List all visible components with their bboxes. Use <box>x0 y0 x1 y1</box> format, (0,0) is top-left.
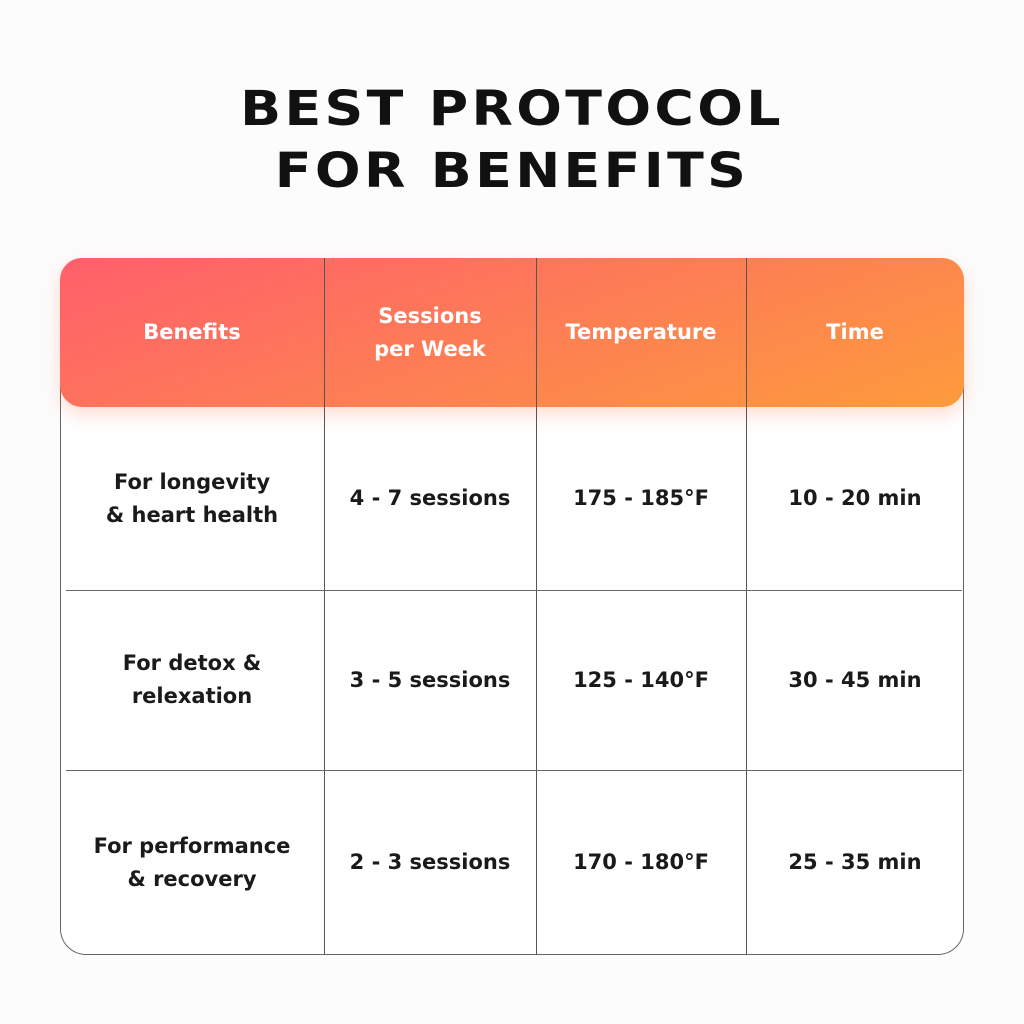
row-divider <box>66 590 962 591</box>
table-cell: 10 - 20 min <box>746 407 964 590</box>
table: Benefits Sessions per Week Temperature Time F… <box>60 258 964 955</box>
text-line: FOR BENEFITS <box>274 143 750 199</box>
text-line: 4 - 7 sessions <box>349 486 511 510</box>
text-line: 2 - 3 sessions <box>349 850 511 874</box>
table-cell: For longevity & heart health <box>60 407 324 590</box>
text-line: 25 - 35 min <box>788 850 922 874</box>
text-line: 30 - 45 min <box>788 667 922 692</box>
text-line: per Week <box>374 336 486 361</box>
table-cell: For detox & relexation <box>60 590 324 770</box>
table-cell: 175 - 185°F <box>536 407 746 590</box>
row-divider <box>66 770 962 771</box>
text-line: For performance <box>93 833 291 858</box>
text-line: & recovery <box>127 866 257 891</box>
text-line: For detox & <box>122 651 262 675</box>
header-cell: Benefits <box>60 258 324 407</box>
text-line: 125 - 140°F <box>573 667 709 692</box>
text-line: For longevity <box>113 469 271 494</box>
text-line: Temperature <box>565 320 717 344</box>
text-line: 3 - 5 sessions <box>349 667 511 692</box>
column-divider <box>324 258 325 955</box>
title: BEST PROTOCOL FOR BENEFITS <box>0 78 1024 202</box>
text-line: Time <box>826 320 884 344</box>
text-line: 10 - 20 min <box>788 486 922 510</box>
text-line: 175 - 185°F <box>573 486 709 510</box>
table-cell: For performance & recovery <box>60 770 324 955</box>
header-cell: Time <box>746 258 964 407</box>
text-line: & heart health <box>105 502 279 527</box>
table-body <box>60 298 964 955</box>
header-cell: Temperature <box>536 258 746 407</box>
text-line: BEST PROTOCOL <box>240 81 784 137</box>
table-header <box>60 258 964 407</box>
table-cell: 170 - 180°F <box>536 770 746 955</box>
column-divider <box>536 258 537 955</box>
header-cell: Sessions per Week <box>324 258 536 407</box>
table-cell: 30 - 45 min <box>746 590 964 770</box>
table-cell: 3 - 5 sessions <box>324 590 536 770</box>
text-line: relexation <box>131 684 253 708</box>
table-cell: 25 - 35 min <box>746 770 964 955</box>
text-line: Sessions <box>378 303 482 328</box>
text-line: Benefits <box>143 320 241 344</box>
table-cell: 4 - 7 sessions <box>324 407 536 590</box>
table-cell: 125 - 140°F <box>536 590 746 770</box>
table-cell: 2 - 3 sessions <box>324 770 536 955</box>
text-line: 170 - 180°F <box>573 850 709 874</box>
column-divider <box>746 258 747 955</box>
